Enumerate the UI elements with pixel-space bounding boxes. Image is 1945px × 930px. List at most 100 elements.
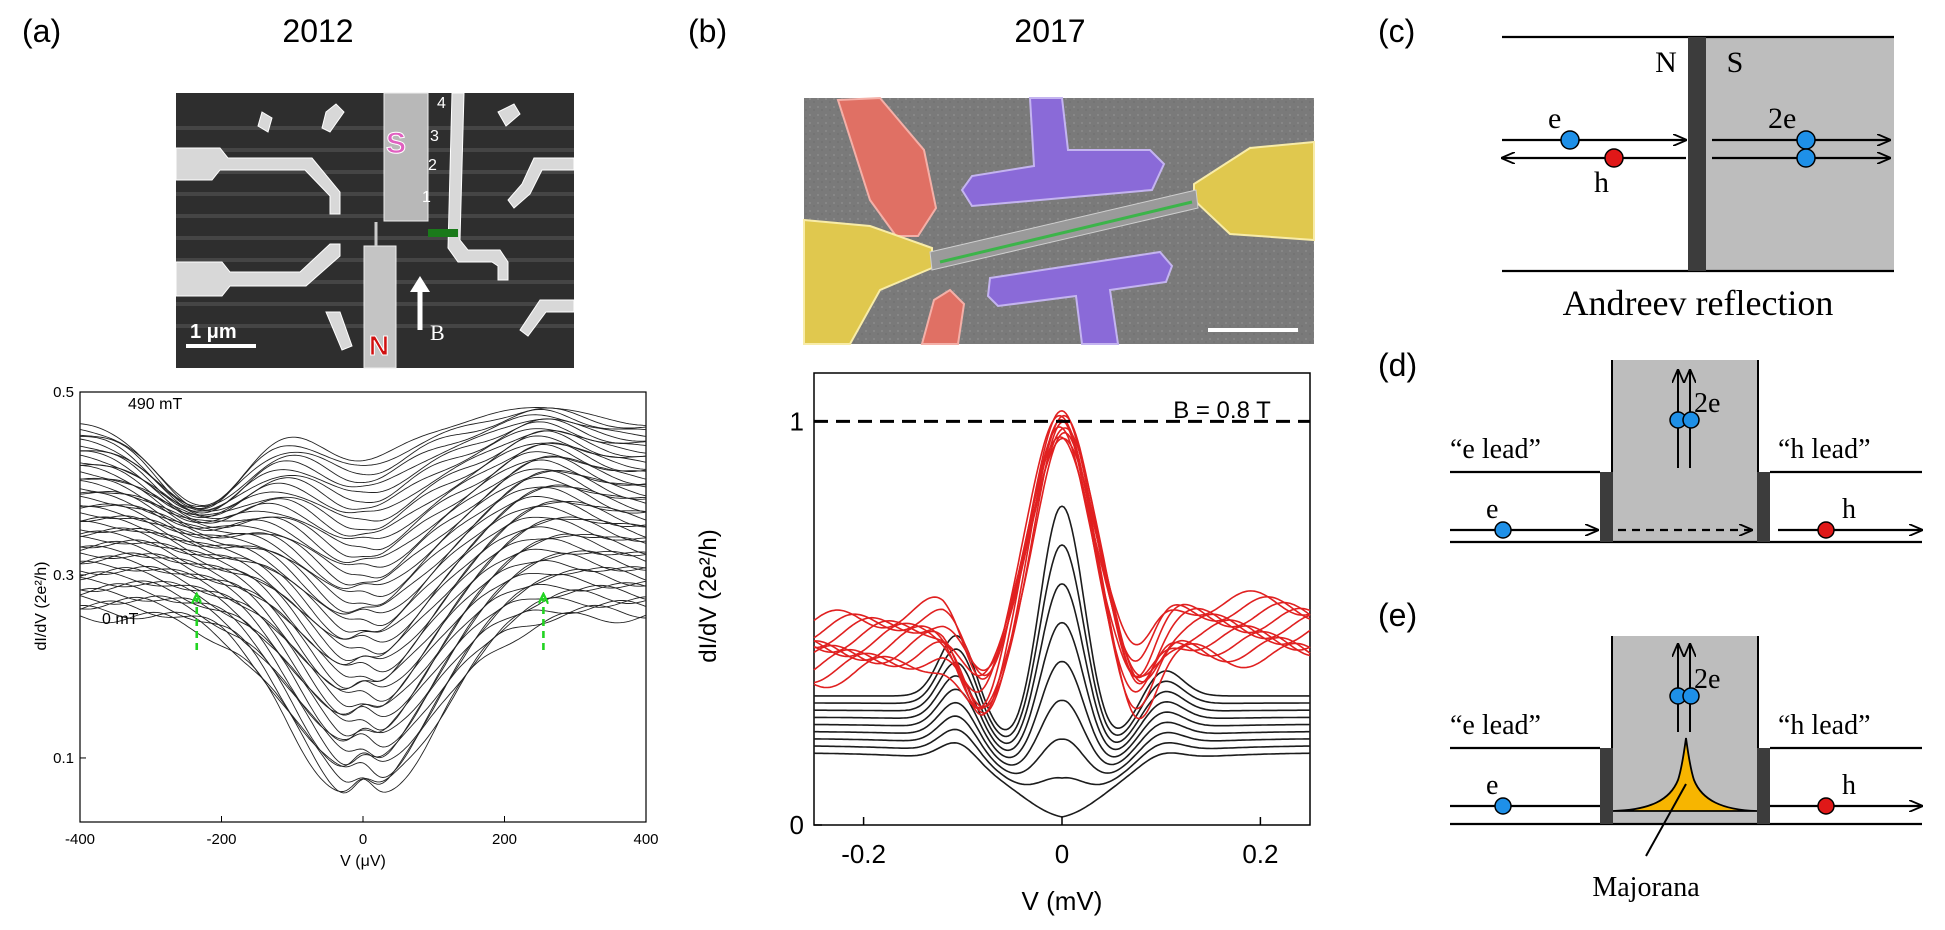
majorana-peak <box>1612 737 1758 812</box>
chart-b-xtick-label: 0.2 <box>1242 839 1278 869</box>
schematic-e: “e lead” “h lead” e h 2e Majorana <box>1450 636 1922 903</box>
chart-a-trace <box>79 496 647 633</box>
chart-a-trace <box>79 566 647 737</box>
chart-a-xlabel: V (μV) <box>340 853 386 870</box>
chart-a-trace <box>79 435 647 531</box>
e-lead-label-d: “e lead” <box>1450 434 1541 465</box>
chart-b-red-trace <box>813 414 1311 680</box>
chart-a-trace <box>79 516 647 666</box>
chart-a-trace <box>79 418 647 514</box>
chart-a-xtick-label: -400 <box>65 831 95 848</box>
chart-a-trace <box>79 451 647 558</box>
chart-a-ytick-label: 0.5 <box>53 384 74 401</box>
chart-b-black-trace <box>814 583 1310 745</box>
cooper-pair-dot-2-e <box>1682 687 1700 705</box>
chart-a-trace <box>79 604 647 794</box>
chart-a-trace <box>79 456 646 564</box>
chart-a-top-field-label: 490 mT <box>128 396 182 413</box>
chart-b-red-trace <box>813 426 1311 716</box>
electron-label-e: e <box>1486 770 1498 801</box>
purple-gate-top <box>960 97 1166 208</box>
chart-a-trace <box>79 455 647 568</box>
chart-a-trace <box>79 548 647 708</box>
chart-b-black-trace <box>813 741 1311 818</box>
chart-a-trace <box>79 418 647 511</box>
chart-a-bottom-field-label: 0 mT <box>102 611 139 628</box>
right-barrier-e <box>1757 748 1770 824</box>
chart-b-red-trace <box>813 409 1311 677</box>
chart-b-ytick-label: 1 <box>790 406 804 436</box>
n-contact-label: N <box>369 330 389 361</box>
panel-e-label: (e) <box>1378 597 1417 633</box>
chart-a-trace <box>79 500 647 643</box>
red-gate-top <box>836 96 938 237</box>
chart-a-trace <box>79 596 647 778</box>
chart-a-ytick-label: 0.1 <box>53 750 74 767</box>
chart-a: -400 -200 0 200 400 0.1 0.3 0.5 490 mT 0 mT V (… <box>33 384 659 870</box>
chart-a-xtick-label: 400 <box>633 831 658 848</box>
chart-b-xtick-label: 0 <box>1055 839 1069 869</box>
panel-a-year: 2012 <box>282 13 353 49</box>
left-barrier-e <box>1600 748 1613 824</box>
chart-a-trace <box>79 518 647 673</box>
s-contact-label: S <box>386 127 406 160</box>
micrograph-a: B S N 4 3 2 1 1 μm <box>175 92 575 369</box>
chart-a-trace <box>79 470 646 597</box>
chart-a-trace <box>79 573 647 748</box>
chart-a-trace <box>79 484 647 615</box>
chart-b-black-trace <box>814 715 1310 775</box>
h-lead-label-d: “h lead” <box>1778 434 1871 465</box>
b-field-label: B <box>430 320 445 345</box>
chart-b-xlabel: V (mV) <box>1022 886 1103 916</box>
chart-b-red-trace <box>814 436 1311 709</box>
chart-a-xtick-label: -200 <box>206 831 236 848</box>
cooper-pair-label-e: 2e <box>1694 664 1720 695</box>
chart-a-trace <box>79 501 647 640</box>
chart-a-trace <box>79 560 647 731</box>
s-region-label-c: S <box>1727 46 1744 79</box>
cooper-pair-label-d: 2e <box>1694 388 1720 419</box>
gate-number-2: 2 <box>428 157 437 174</box>
chart-a-trace <box>79 526 647 682</box>
chart-b-red-trace <box>813 431 1311 720</box>
cooper-pair-dot-2-d <box>1682 411 1700 429</box>
chart-a-trace <box>79 430 647 517</box>
chart-a-trace <box>79 550 647 716</box>
hole-dot-e <box>1817 797 1835 815</box>
hole-label-c: h <box>1594 166 1609 199</box>
gate-number-3: 3 <box>430 128 439 145</box>
chart-a-trace <box>79 476 647 606</box>
purple-gate-bottom <box>986 250 1174 345</box>
panel-d-label: (d) <box>1378 347 1417 383</box>
electron-dot-d <box>1494 521 1512 539</box>
chart-b-red-trace <box>814 414 1311 678</box>
chart-a-trace <box>79 584 647 766</box>
chart-a-trace <box>80 487 647 627</box>
hole-label-e: h <box>1842 770 1856 801</box>
hole-dot-c <box>1604 148 1624 168</box>
chart-a-trace <box>79 407 647 510</box>
electron-label-c: e <box>1548 102 1561 135</box>
scale-bar-label: 1 μm <box>190 321 237 343</box>
chart-b-black-trace <box>814 699 1310 766</box>
chart-a-trace <box>79 533 647 690</box>
chart-b-red-trace <box>813 419 1311 714</box>
electron-dot-e <box>1494 797 1512 815</box>
chart-a-trace <box>79 486 647 613</box>
chart-b-field-label: B = 0.8 T <box>1173 397 1271 424</box>
nanowire-segment <box>428 229 458 237</box>
left-barrier-d <box>1600 472 1613 542</box>
electron-label-d: e <box>1486 494 1498 525</box>
chart-a-trace <box>79 442 647 537</box>
chart-a-xtick-label: 200 <box>492 831 517 848</box>
gold-contact-left <box>803 218 933 345</box>
right-barrier-d <box>1757 472 1770 542</box>
chart-a-trace <box>79 568 647 742</box>
schematic-c: N S e h 2e Andreev reflection <box>1502 35 1894 323</box>
cooper-pair-label-c: 2e <box>1768 102 1796 135</box>
chart-a-trace <box>79 552 647 718</box>
hole-label-d: h <box>1842 494 1856 525</box>
majorana-pointer <box>1645 783 1687 857</box>
chart-a-ylabel: dI/dV (2e²/h) <box>33 562 50 651</box>
caption-c: Andreev reflection <box>1563 283 1834 323</box>
